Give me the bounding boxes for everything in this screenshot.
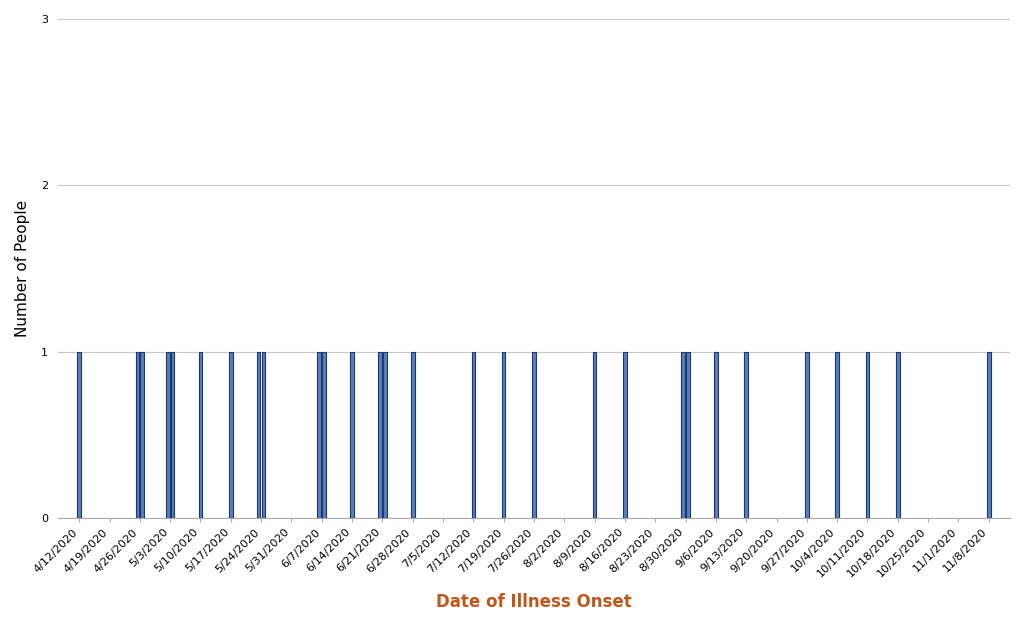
Bar <box>987 352 990 518</box>
Bar <box>532 352 536 518</box>
Bar <box>805 352 809 518</box>
Bar <box>383 352 386 518</box>
Bar <box>682 352 685 518</box>
Bar <box>592 352 597 518</box>
Bar <box>77 352 81 518</box>
Bar <box>744 352 748 518</box>
Bar <box>502 352 505 518</box>
X-axis label: Date of Illness Onset: Date of Illness Onset <box>436 593 631 611</box>
Bar <box>623 352 626 518</box>
Bar <box>229 352 233 518</box>
Bar <box>714 352 718 518</box>
Bar <box>686 352 690 518</box>
Bar <box>411 352 414 518</box>
Bar <box>351 352 354 518</box>
Bar <box>866 352 869 518</box>
Y-axis label: Number of People: Number of People <box>15 200 30 337</box>
Bar <box>257 352 260 518</box>
Bar <box>896 352 900 518</box>
Bar <box>166 352 169 518</box>
Bar <box>378 352 381 518</box>
Bar <box>171 352 174 518</box>
Bar <box>135 352 139 518</box>
Bar <box>322 352 326 518</box>
Bar <box>261 352 265 518</box>
Bar <box>318 352 321 518</box>
Bar <box>199 352 202 518</box>
Bar <box>835 352 839 518</box>
Bar <box>140 352 145 518</box>
Bar <box>472 352 476 518</box>
